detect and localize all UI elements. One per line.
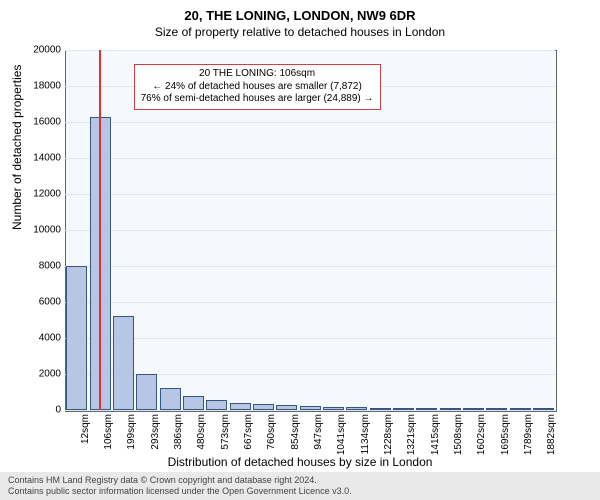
bar xyxy=(136,374,157,410)
gridline xyxy=(65,230,555,231)
x-tick: 1041sqm xyxy=(336,414,347,455)
x-tick: 199sqm xyxy=(126,414,137,450)
annotation-line2: ← 24% of detached houses are smaller (7,… xyxy=(141,81,374,94)
bar xyxy=(160,388,181,411)
bar xyxy=(230,403,251,410)
gridline xyxy=(65,122,555,123)
bar xyxy=(113,316,134,410)
y-tick: 18000 xyxy=(33,81,61,92)
x-tick: 12sqm xyxy=(80,414,91,444)
bar xyxy=(206,400,227,410)
annotation-line3: 76% of semi-detached houses are larger (… xyxy=(141,93,374,106)
x-tick: 1508sqm xyxy=(453,414,464,455)
bar xyxy=(416,408,437,410)
x-tick: 1321sqm xyxy=(406,414,417,455)
chart-title: 20, THE LONING, LONDON, NW9 6DR xyxy=(0,0,600,23)
x-tick: 106sqm xyxy=(103,414,114,450)
bar xyxy=(66,266,87,410)
chart-container: 20, THE LONING, LONDON, NW9 6DR Size of … xyxy=(0,0,600,500)
y-tick: 20000 xyxy=(33,45,61,56)
x-tick: 1695sqm xyxy=(500,414,511,455)
x-tick: 760sqm xyxy=(266,414,277,450)
x-tick: 947sqm xyxy=(313,414,324,450)
plot-area: 0200040006000800010000120001400016000180… xyxy=(65,50,555,410)
y-tick: 10000 xyxy=(33,225,61,236)
bar xyxy=(183,396,204,410)
gridline xyxy=(65,410,555,411)
gridline xyxy=(65,266,555,267)
bar xyxy=(253,404,274,410)
y-tick: 0 xyxy=(55,405,61,416)
x-tick: 1134sqm xyxy=(360,414,371,454)
bar xyxy=(533,408,554,410)
gridline xyxy=(65,50,555,51)
x-tick: 854sqm xyxy=(290,414,301,450)
bar xyxy=(370,408,391,410)
x-tick: 667sqm xyxy=(243,414,254,450)
x-tick: 293sqm xyxy=(150,414,161,450)
y-tick: 12000 xyxy=(33,189,61,200)
x-tick: 1602sqm xyxy=(476,414,487,455)
bar xyxy=(323,407,344,410)
gridline xyxy=(65,338,555,339)
annotation-line1: 20 THE LONING: 106sqm xyxy=(141,68,374,81)
bar xyxy=(486,408,507,410)
gridline xyxy=(65,302,555,303)
y-tick: 4000 xyxy=(39,333,61,344)
x-tick: 1882sqm xyxy=(546,414,557,455)
annotation-box: 20 THE LONING: 106sqm ← 24% of detached … xyxy=(134,64,381,110)
x-tick: 573sqm xyxy=(220,414,231,450)
footer: Contains HM Land Registry data © Crown c… xyxy=(0,472,600,500)
y-axis-label: Number of detached properties xyxy=(10,65,24,230)
gridline xyxy=(65,194,555,195)
footer-line2: Contains public sector information licen… xyxy=(8,486,592,497)
y-tick: 14000 xyxy=(33,153,61,164)
x-axis-label: Distribution of detached houses by size … xyxy=(0,455,600,469)
chart-subtitle: Size of property relative to detached ho… xyxy=(0,23,600,39)
gridline xyxy=(65,158,555,159)
bar xyxy=(393,408,414,410)
y-tick: 2000 xyxy=(39,369,61,380)
bar xyxy=(463,408,484,410)
x-tick: 1415sqm xyxy=(430,414,441,455)
x-tick: 1228sqm xyxy=(383,414,394,455)
x-tick: 1789sqm xyxy=(523,414,534,455)
x-tick: 480sqm xyxy=(196,414,207,450)
x-tick: 386sqm xyxy=(173,414,184,450)
bar xyxy=(276,405,297,410)
bar xyxy=(300,406,321,410)
bar xyxy=(346,407,367,410)
y-tick: 6000 xyxy=(39,297,61,308)
footer-line1: Contains HM Land Registry data © Crown c… xyxy=(8,475,592,486)
y-tick: 8000 xyxy=(39,261,61,272)
bar xyxy=(440,408,461,410)
y-tick: 16000 xyxy=(33,117,61,128)
bar xyxy=(510,408,531,410)
